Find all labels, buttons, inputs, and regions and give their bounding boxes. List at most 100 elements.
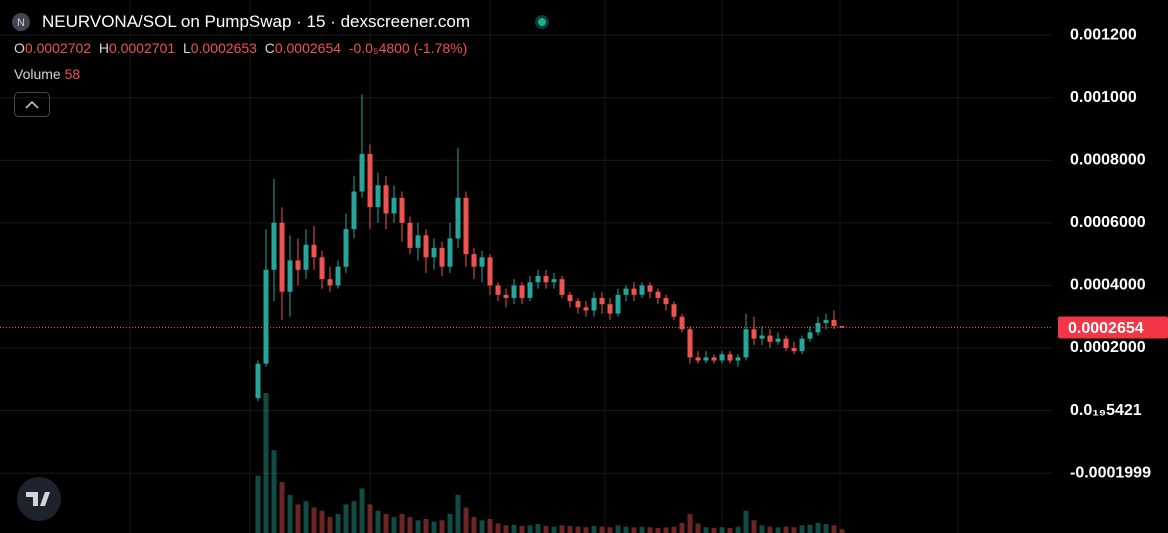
ohlc-label: L bbox=[182, 40, 191, 56]
candle-body bbox=[543, 276, 549, 283]
y-tick-label: 0.0002000 bbox=[1070, 339, 1146, 356]
volume-bar bbox=[519, 526, 525, 533]
y-tick-label: 0.0₁₉5421 bbox=[1070, 402, 1142, 419]
candle-body bbox=[807, 332, 813, 339]
volume-bar bbox=[783, 526, 789, 533]
candle-body bbox=[383, 185, 389, 214]
candle-body bbox=[375, 185, 381, 208]
candle-body bbox=[639, 285, 645, 295]
candle-body bbox=[727, 354, 733, 361]
y-tick-label: -0.0001999 bbox=[1070, 464, 1151, 481]
candle-body bbox=[431, 247, 437, 258]
volume-bar bbox=[799, 525, 805, 533]
volume-bar bbox=[255, 475, 261, 533]
candle-body bbox=[839, 326, 845, 328]
candle-body bbox=[487, 257, 493, 286]
tv-logo[interactable] bbox=[17, 477, 61, 521]
candle-body bbox=[519, 285, 525, 298]
candle-body bbox=[751, 329, 757, 339]
candle-body bbox=[359, 153, 365, 192]
volume-bar bbox=[823, 524, 829, 533]
volume-bar bbox=[759, 525, 765, 533]
candle-body bbox=[671, 304, 677, 317]
volume-bar bbox=[663, 527, 669, 533]
candle-body bbox=[463, 197, 469, 255]
volume-bar bbox=[831, 525, 837, 533]
candle-body bbox=[471, 254, 477, 267]
candle-body bbox=[447, 238, 453, 267]
candle-body bbox=[287, 260, 293, 292]
change: -0.0₅4800 (-1.78%) bbox=[348, 40, 468, 56]
candle-body bbox=[271, 222, 277, 270]
volume-row: Volume 58 bbox=[14, 66, 80, 82]
candle-body bbox=[815, 322, 821, 333]
volume-bar bbox=[695, 523, 701, 533]
collapse-button[interactable] bbox=[14, 92, 50, 117]
volume-bar bbox=[575, 526, 581, 533]
volume-bar bbox=[535, 524, 541, 533]
volume-bar bbox=[679, 522, 685, 533]
volume-bar bbox=[647, 527, 653, 533]
volume-bar bbox=[471, 517, 477, 533]
candle-body bbox=[791, 348, 797, 352]
volume-bar bbox=[711, 527, 717, 533]
status-dot bbox=[538, 18, 546, 26]
volume-bar bbox=[807, 524, 813, 533]
y-tick-label: 0.001200 bbox=[1070, 26, 1137, 43]
price-label-box bbox=[1058, 316, 1168, 339]
volume-bar bbox=[567, 526, 573, 533]
y-tick-label: 0.001000 bbox=[1070, 89, 1137, 106]
chart-title: NEURVONA/SOL on PumpSwap · 15 · dexscree… bbox=[42, 12, 471, 31]
price-label: 0.0002654 bbox=[1068, 320, 1144, 337]
volume-bar bbox=[839, 529, 845, 533]
candle-body bbox=[615, 294, 621, 314]
candle-body bbox=[255, 363, 261, 399]
volume-bar bbox=[615, 525, 621, 533]
volume-bar bbox=[455, 494, 461, 533]
candle-body bbox=[399, 197, 405, 223]
candle-body bbox=[335, 266, 341, 286]
candle-body bbox=[303, 244, 309, 270]
logo-letter: N bbox=[17, 17, 25, 29]
candle-body bbox=[767, 335, 773, 342]
candle-body bbox=[687, 329, 693, 358]
y-tick-label: 0.0008000 bbox=[1070, 151, 1146, 168]
candle-body bbox=[575, 301, 581, 308]
volume-bar bbox=[271, 450, 277, 533]
volume-bar bbox=[735, 526, 741, 533]
candle-body bbox=[783, 338, 789, 349]
candle-body bbox=[623, 288, 629, 295]
candle-body bbox=[423, 235, 429, 258]
volume-bar bbox=[503, 525, 509, 533]
candle-body bbox=[351, 191, 357, 230]
volume-bar bbox=[703, 527, 709, 533]
candle-body bbox=[263, 269, 269, 364]
volume-bar bbox=[479, 520, 485, 533]
volume-bar bbox=[359, 488, 365, 533]
volume-bar bbox=[439, 520, 445, 533]
volume-bar bbox=[767, 526, 773, 533]
volume-bar bbox=[407, 517, 413, 533]
volume-bar bbox=[671, 526, 677, 533]
volume-bar bbox=[375, 510, 381, 533]
volume-value: 58 bbox=[64, 66, 81, 82]
candle-body bbox=[703, 357, 709, 361]
candle-body bbox=[343, 229, 349, 267]
ohlc-value: 0.0002654 bbox=[274, 40, 342, 56]
plot bbox=[0, 0, 1052, 533]
candle-body bbox=[439, 247, 445, 267]
volume-bar bbox=[631, 527, 637, 533]
ohlc-label: O bbox=[14, 40, 25, 56]
volume-bar bbox=[623, 526, 629, 533]
volume-bar bbox=[279, 482, 285, 533]
volume-bar bbox=[543, 526, 549, 533]
ohlc-value: 0.0002701 bbox=[108, 40, 176, 56]
candle-body bbox=[455, 197, 461, 239]
candle-body bbox=[823, 319, 829, 323]
candle-body bbox=[711, 357, 717, 361]
volume-bar bbox=[527, 525, 533, 533]
volume-bar bbox=[599, 526, 605, 533]
candle-body bbox=[567, 294, 573, 302]
candle-body bbox=[599, 297, 605, 305]
